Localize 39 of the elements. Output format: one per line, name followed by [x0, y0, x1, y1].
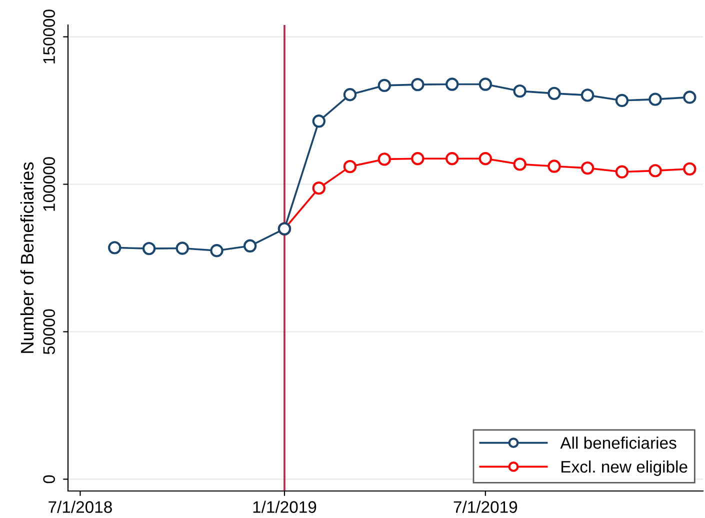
- point: [343, 160, 357, 174]
- point: [683, 90, 696, 104]
- legend-label: All beneficiaries: [560, 436, 676, 449]
- point: [548, 160, 561, 173]
- point: [411, 78, 424, 92]
- y-tick-label: 100000: [43, 157, 55, 211]
- point: [378, 152, 391, 166]
- point: [446, 78, 459, 91]
- point: [648, 92, 662, 106]
- point: [312, 114, 326, 128]
- point: [513, 158, 526, 171]
- point: [142, 242, 156, 256]
- point: [478, 152, 492, 166]
- legend-label: Excl. new eligible: [562, 460, 688, 476]
- point: [683, 162, 696, 176]
- y-tick-label: 50000: [43, 309, 55, 354]
- point: [548, 86, 561, 100]
- x-tick-label: 7/1/2018: [48, 500, 112, 513]
- y-tick-label: 150000: [43, 10, 55, 64]
- point: [648, 164, 662, 178]
- point: [615, 165, 629, 178]
- x-tick-label: 1/1/2019: [253, 500, 316, 513]
- point: [580, 161, 594, 175]
- x-tick-label: 7/1/2019: [454, 500, 518, 513]
- point: [243, 239, 257, 253]
- y-tick-label: 0: [43, 475, 55, 484]
- point: [108, 241, 122, 254]
- point: [478, 78, 492, 91]
- y-axis-title: Number of Beneficiaries: [20, 162, 34, 353]
- point: [210, 244, 224, 258]
- point: [411, 152, 424, 166]
- point: [615, 94, 629, 108]
- point: [176, 242, 189, 255]
- point: [378, 78, 391, 92]
- point: [513, 84, 526, 98]
- point: [343, 88, 357, 102]
- point: [580, 88, 594, 102]
- point: [312, 182, 326, 195]
- point: [446, 152, 459, 166]
